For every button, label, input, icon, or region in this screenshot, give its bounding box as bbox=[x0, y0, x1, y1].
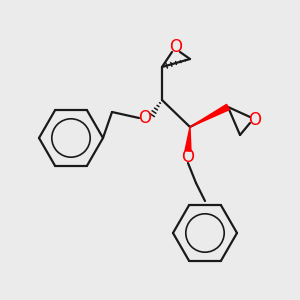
Text: O: O bbox=[139, 109, 152, 127]
Polygon shape bbox=[190, 104, 230, 127]
Polygon shape bbox=[185, 127, 191, 151]
Text: O: O bbox=[182, 148, 194, 166]
Text: O: O bbox=[169, 38, 182, 56]
Text: O: O bbox=[248, 111, 262, 129]
